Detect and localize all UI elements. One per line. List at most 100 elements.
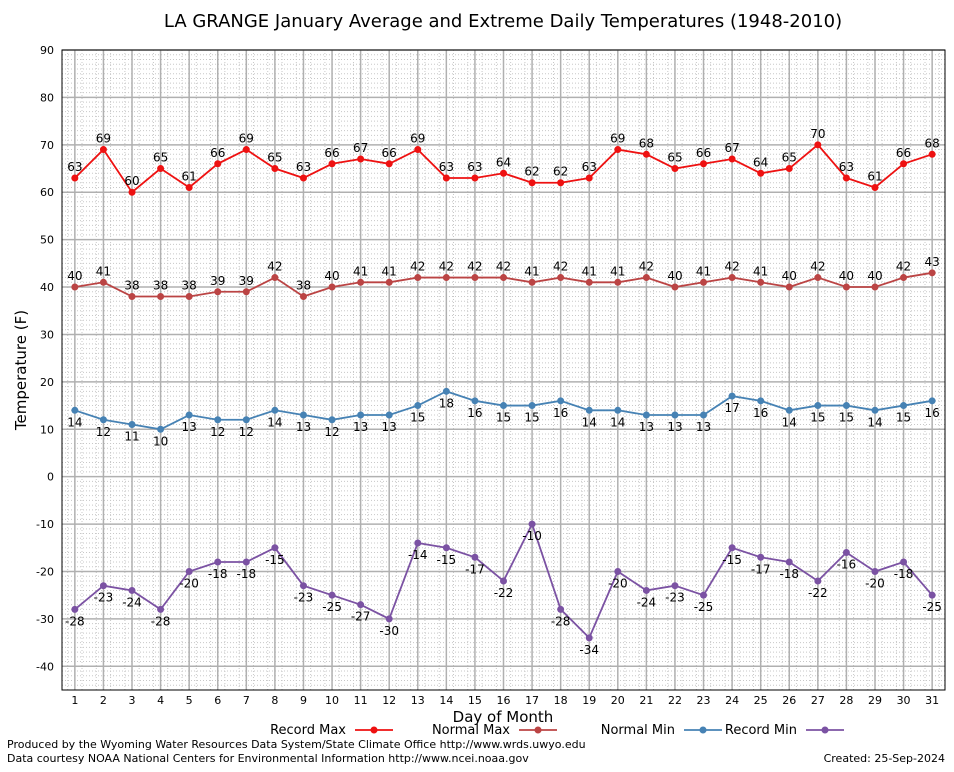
- record-min-data-label: -18: [237, 567, 257, 581]
- record-min-point: [585, 634, 593, 642]
- record-min-point: [728, 544, 736, 552]
- record-min-data-label: -34: [579, 643, 599, 657]
- record-max-point: [471, 174, 479, 182]
- record-max-point: [157, 165, 165, 173]
- record-max-data-label: 60: [124, 174, 139, 188]
- normal-max-data-label: 43: [925, 255, 940, 269]
- x-tick-label: 2: [100, 694, 107, 707]
- x-tick-label: 29: [868, 694, 882, 707]
- record-min-data-label: -17: [465, 562, 485, 576]
- record-min-data-label: -25: [922, 600, 942, 614]
- record-max-point: [585, 174, 593, 182]
- record-min-data-label: -20: [179, 576, 199, 590]
- record-min-point: [328, 591, 336, 599]
- record-max-data-label: 64: [753, 155, 768, 169]
- legend-swatch-point-record-max: [370, 726, 378, 734]
- normal-max-point: [128, 293, 136, 301]
- normal-min-point: [214, 416, 222, 424]
- normal-max-data-label: 40: [67, 269, 82, 283]
- x-tick-label: 23: [697, 694, 711, 707]
- record-min-point: [157, 605, 165, 613]
- normal-max-data-label: 42: [267, 260, 282, 274]
- normal-min-data-label: 13: [182, 420, 197, 434]
- record-min-data-label: -24: [637, 595, 657, 609]
- record-min-data-label: -22: [808, 586, 828, 600]
- x-tick-label: 22: [668, 694, 682, 707]
- normal-max-point: [242, 288, 250, 296]
- record-max-point: [842, 174, 850, 182]
- record-max-data-label: 66: [382, 146, 397, 160]
- normal-max-data-label: 41: [382, 264, 397, 278]
- normal-max-point: [385, 278, 393, 286]
- x-tick-label: 19: [582, 694, 596, 707]
- normal-min-point: [785, 406, 793, 414]
- record-max-point: [99, 146, 107, 154]
- record-max-point: [557, 179, 565, 187]
- x-tick-label: 14: [439, 694, 453, 707]
- normal-max-point: [214, 288, 222, 296]
- record-min-point: [842, 549, 850, 557]
- normal-max-point: [528, 278, 536, 286]
- record-min-point: [642, 586, 650, 594]
- record-min-point: [614, 567, 622, 575]
- record-min-data-label: -27: [351, 610, 371, 624]
- normal-max-point: [414, 274, 422, 282]
- normal-min-data-label: 14: [582, 415, 597, 429]
- record-min-data-label: -28: [551, 614, 571, 628]
- normal-max-point: [357, 278, 365, 286]
- normal-max-point: [842, 283, 850, 291]
- record-max-data-label: 66: [210, 146, 225, 160]
- record-max-point: [900, 160, 908, 168]
- record-min-point: [871, 567, 879, 575]
- normal-max-data-label: 42: [639, 260, 654, 274]
- normal-min-data-label: 16: [553, 406, 568, 420]
- record-max-point: [214, 160, 222, 168]
- normal-max-data-label: 41: [696, 264, 711, 278]
- y-tick-label: 60: [40, 186, 54, 199]
- record-min-data-label: -25: [694, 600, 714, 614]
- normal-min-point: [700, 411, 708, 419]
- x-tick-label: 8: [271, 694, 278, 707]
- normal-min-point: [900, 402, 908, 410]
- record-max-point: [500, 169, 507, 177]
- record-min-point: [442, 544, 450, 552]
- record-max-data-label: 69: [239, 132, 254, 146]
- normal-max-point: [557, 274, 565, 282]
- record-max-data-label: 65: [267, 151, 282, 165]
- record-min-data-label: -15: [722, 553, 742, 567]
- normal-min-point: [71, 406, 79, 414]
- plot-border: [61, 49, 946, 691]
- legend: Record Max Normal Max Normal Min Record Min: [270, 723, 844, 738]
- normal-max-data-label: 42: [553, 260, 568, 274]
- record-min-point: [71, 605, 79, 613]
- series-layer: 63 69 60 65 61 66 69 65 63 66 67 66 69 63 63 64 62 62 63 69…: [65, 127, 942, 657]
- record-min-data-label: -20: [865, 576, 885, 590]
- normal-min-point: [357, 411, 365, 419]
- normal-min-data-label: 18: [439, 396, 454, 410]
- normal-min-data-label: 12: [210, 425, 225, 439]
- record-min-point: [500, 577, 507, 585]
- normal-min-point: [242, 416, 250, 424]
- normal-max-data-label: 42: [439, 260, 454, 274]
- x-tick-label: 6: [214, 694, 221, 707]
- x-tick-label: 1: [71, 694, 78, 707]
- record-min-point: [671, 582, 679, 590]
- normal-max-data-label: 42: [724, 260, 739, 274]
- record-max-data-label: 67: [724, 141, 739, 155]
- record-max-point: [128, 188, 136, 196]
- normal-min-data-label: 13: [696, 420, 711, 434]
- normal-max-data-label: 38: [153, 279, 168, 293]
- record-min-point: [528, 520, 536, 528]
- y-tick-label: 10: [40, 423, 54, 436]
- chart-title: LA GRANGE January Average and Extreme Da…: [164, 11, 842, 32]
- normal-min-point: [928, 397, 936, 405]
- normal-min-point: [500, 402, 507, 410]
- x-tick-label: 4: [157, 694, 164, 707]
- record-min-point: [700, 591, 708, 599]
- normal-max-data-label: 39: [210, 274, 225, 288]
- y-tick-label: -20: [36, 565, 54, 578]
- record-max-data-label: 69: [410, 132, 425, 146]
- normal-max-point: [500, 274, 507, 282]
- record-min-point: [814, 577, 822, 585]
